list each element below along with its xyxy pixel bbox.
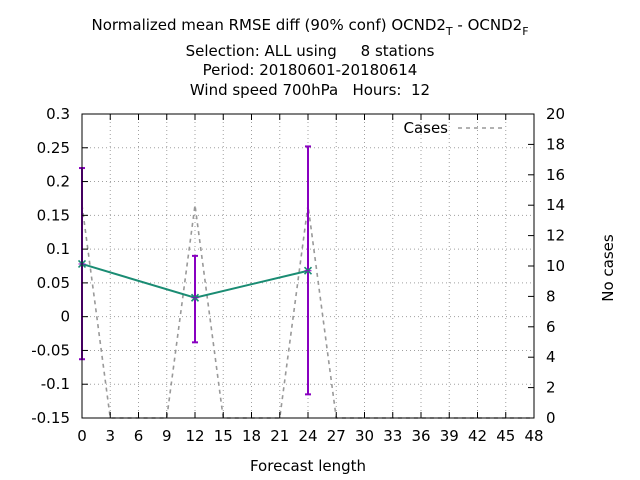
x-tick-label: 15 (214, 427, 233, 445)
x-tick-label: 0 (77, 427, 87, 445)
chart-title: Normalized mean RMSE diff (90% conf) OCN… (0, 16, 620, 100)
title-subscript-t: T (445, 25, 453, 38)
legend-label-cases: Cases (403, 119, 448, 137)
y2-tick-label: 16 (546, 166, 565, 184)
y2-tick-label: 12 (546, 227, 565, 245)
grid-lines (82, 114, 534, 418)
y2-tick-label: 8 (546, 287, 556, 305)
x-tick-label: 18 (242, 427, 261, 445)
x-tick-label: 27 (327, 427, 346, 445)
title-line-4: Wind speed 700hPa Hours: 12 (189, 80, 431, 99)
title-line-3: Period: 20180601-20180614 (202, 61, 418, 79)
y-tick-label: 0 (60, 308, 70, 326)
data-point (190, 293, 200, 302)
error-bars (79, 145, 311, 396)
title-line-2: Selection: ALL using 8 stations (185, 41, 435, 60)
y-tick-label: 0.1 (46, 240, 70, 258)
y2-tick-label: 2 (546, 379, 556, 397)
x-axis-label: Forecast length (250, 457, 366, 475)
x-tick-label: 30 (355, 427, 374, 445)
x-tick-label: 45 (496, 427, 515, 445)
x-tick-label: 9 (162, 427, 172, 445)
axis-ticks (81, 113, 535, 419)
x-tick-label: 12 (185, 427, 204, 445)
data-point (303, 266, 313, 275)
y2-tick-label: 14 (546, 196, 565, 214)
x-tick-label: 42 (468, 427, 487, 445)
title-subscript-f: F (522, 25, 529, 38)
title-main-text: Normalized mean RMSE diff (90% conf) OCN… (91, 16, 446, 34)
tick-labels: 0 3 6 9 12 15 18 21 24 27 30 33 36 39 42 45 480.30.250.2… (31, 105, 565, 445)
y-tick-label: -0.05 (31, 341, 70, 359)
x-tick-label: 39 (440, 427, 459, 445)
x-tick-label: 24 (298, 427, 317, 445)
mean-diff-series (77, 259, 313, 302)
y2-tick-label: 4 (546, 348, 556, 366)
y-tick-label: -0.1 (41, 375, 70, 393)
x-tick-label: 48 (524, 427, 543, 445)
x-tick-label: 6 (134, 427, 144, 445)
x-tick-label: 33 (383, 427, 402, 445)
y2-tick-label: 10 (546, 257, 565, 275)
y2-tick-label: 0 (546, 409, 556, 427)
title-line-1: Normalized mean RMSE diff (90% conf) OCN… (0, 16, 620, 42)
legend: Cases (403, 119, 506, 137)
y2-tick-label: 18 (546, 135, 565, 153)
y-tick-label: 0.05 (37, 274, 70, 292)
y-tick-label: 0.25 (37, 139, 70, 157)
y2-tick-label: 6 (546, 318, 556, 336)
x-tick-label: 3 (105, 427, 115, 445)
x-tick-label: 36 (411, 427, 430, 445)
y2-axis-label: No cases (599, 234, 617, 302)
y-tick-label: 0.2 (46, 173, 70, 191)
y2-tick-label: 20 (546, 105, 565, 123)
y-tick-label: 0.3 (46, 105, 70, 123)
x-tick-label: 21 (270, 427, 289, 445)
title-mid-text: - OCND2 (452, 16, 523, 34)
y-tick-label: 0.15 (37, 206, 70, 224)
y-tick-label: -0.15 (31, 409, 70, 427)
